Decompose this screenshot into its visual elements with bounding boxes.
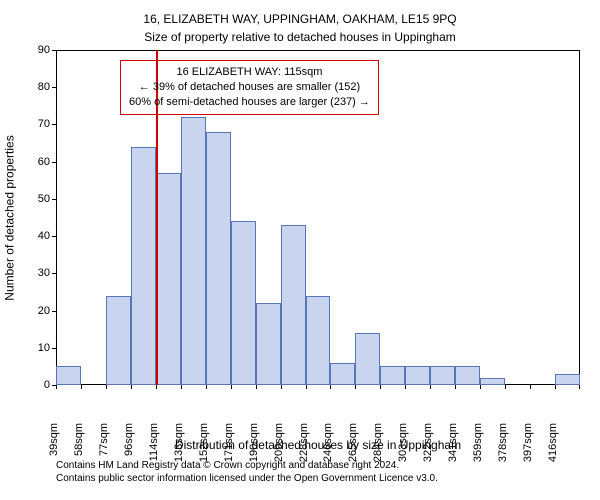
y-tick-mark bbox=[52, 311, 56, 312]
chart-container: 16, ELIZABETH WAY, UPPINGHAM, OAKHAM, LE… bbox=[0, 0, 600, 500]
y-tick-label: 0 bbox=[22, 379, 56, 391]
plot-border bbox=[579, 50, 580, 385]
x-tick-mark bbox=[56, 385, 57, 389]
y-tick-label: 20 bbox=[22, 305, 56, 317]
y-tick-label: 30 bbox=[22, 267, 56, 279]
y-tick-label: 80 bbox=[22, 81, 56, 93]
histogram-bar bbox=[430, 366, 455, 385]
plot-border bbox=[56, 50, 57, 385]
plot-area: 010203040506070809039sqm58sqm77sqm96sqm1… bbox=[56, 50, 580, 385]
histogram-bar bbox=[106, 296, 131, 385]
x-tick-mark bbox=[530, 385, 531, 389]
x-tick-mark bbox=[231, 385, 232, 389]
x-axis-label: Distribution of detached houses by size … bbox=[56, 438, 580, 452]
histogram-bar bbox=[405, 366, 430, 385]
x-tick-mark bbox=[256, 385, 257, 389]
y-tick-mark bbox=[52, 236, 56, 237]
x-tick-mark bbox=[380, 385, 381, 389]
y-tick-label: 70 bbox=[22, 118, 56, 130]
histogram-bar bbox=[380, 366, 405, 385]
y-axis-label: Number of detached properties bbox=[2, 50, 18, 385]
histogram-bar bbox=[480, 378, 505, 385]
y-tick-mark bbox=[52, 50, 56, 51]
x-tick-mark bbox=[355, 385, 356, 389]
y-tick-mark bbox=[52, 199, 56, 200]
y-tick-label: 90 bbox=[22, 44, 56, 56]
histogram-bar bbox=[330, 363, 355, 385]
annotation-line: ← 39% of detached houses are smaller (15… bbox=[129, 80, 370, 95]
histogram-bar bbox=[306, 296, 331, 385]
annotation-line: 60% of semi-detached houses are larger (… bbox=[129, 95, 370, 110]
y-tick-mark bbox=[52, 348, 56, 349]
chart-title-line1: 16, ELIZABETH WAY, UPPINGHAM, OAKHAM, LE… bbox=[0, 12, 600, 26]
annotation-line: 16 ELIZABETH WAY: 115sqm bbox=[129, 65, 370, 80]
footer-text: Contains HM Land Registry data © Crown c… bbox=[56, 460, 580, 485]
x-tick-mark bbox=[206, 385, 207, 389]
histogram-bar bbox=[231, 221, 256, 385]
y-tick-label: 50 bbox=[22, 193, 56, 205]
histogram-bar bbox=[355, 333, 380, 385]
x-tick-mark bbox=[81, 385, 82, 389]
y-axis-label-text: Number of detached properties bbox=[3, 135, 17, 300]
x-tick-mark bbox=[405, 385, 406, 389]
histogram-bar bbox=[206, 132, 231, 385]
y-tick-label: 60 bbox=[22, 156, 56, 168]
x-tick-mark bbox=[330, 385, 331, 389]
histogram-bar bbox=[156, 173, 181, 385]
histogram-bar bbox=[455, 366, 480, 385]
x-tick-mark bbox=[480, 385, 481, 389]
y-tick-label: 10 bbox=[22, 342, 56, 354]
histogram-bar bbox=[256, 303, 281, 385]
annotation-box: 16 ELIZABETH WAY: 115sqm← 39% of detache… bbox=[120, 60, 379, 115]
x-tick-mark bbox=[281, 385, 282, 389]
x-tick-mark bbox=[156, 385, 157, 389]
x-tick-mark bbox=[505, 385, 506, 389]
x-tick-mark bbox=[131, 385, 132, 389]
x-tick-mark bbox=[579, 385, 580, 389]
y-tick-mark bbox=[52, 162, 56, 163]
x-tick-mark bbox=[106, 385, 107, 389]
histogram-bar bbox=[555, 374, 580, 385]
histogram-bar bbox=[281, 225, 306, 385]
x-tick-mark bbox=[555, 385, 556, 389]
footer-line2: Contains public sector information licen… bbox=[56, 473, 580, 486]
y-tick-mark bbox=[52, 87, 56, 88]
x-tick-mark bbox=[430, 385, 431, 389]
y-tick-mark bbox=[52, 273, 56, 274]
x-tick-mark bbox=[455, 385, 456, 389]
y-tick-label: 40 bbox=[22, 230, 56, 242]
histogram-bar bbox=[56, 366, 81, 385]
chart-title-line2: Size of property relative to detached ho… bbox=[0, 30, 600, 44]
histogram-bar bbox=[131, 147, 156, 385]
footer-line1: Contains HM Land Registry data © Crown c… bbox=[56, 460, 580, 473]
histogram-bar bbox=[181, 117, 206, 385]
x-tick-mark bbox=[306, 385, 307, 389]
plot-border bbox=[56, 50, 580, 51]
x-tick-mark bbox=[181, 385, 182, 389]
y-tick-mark bbox=[52, 124, 56, 125]
